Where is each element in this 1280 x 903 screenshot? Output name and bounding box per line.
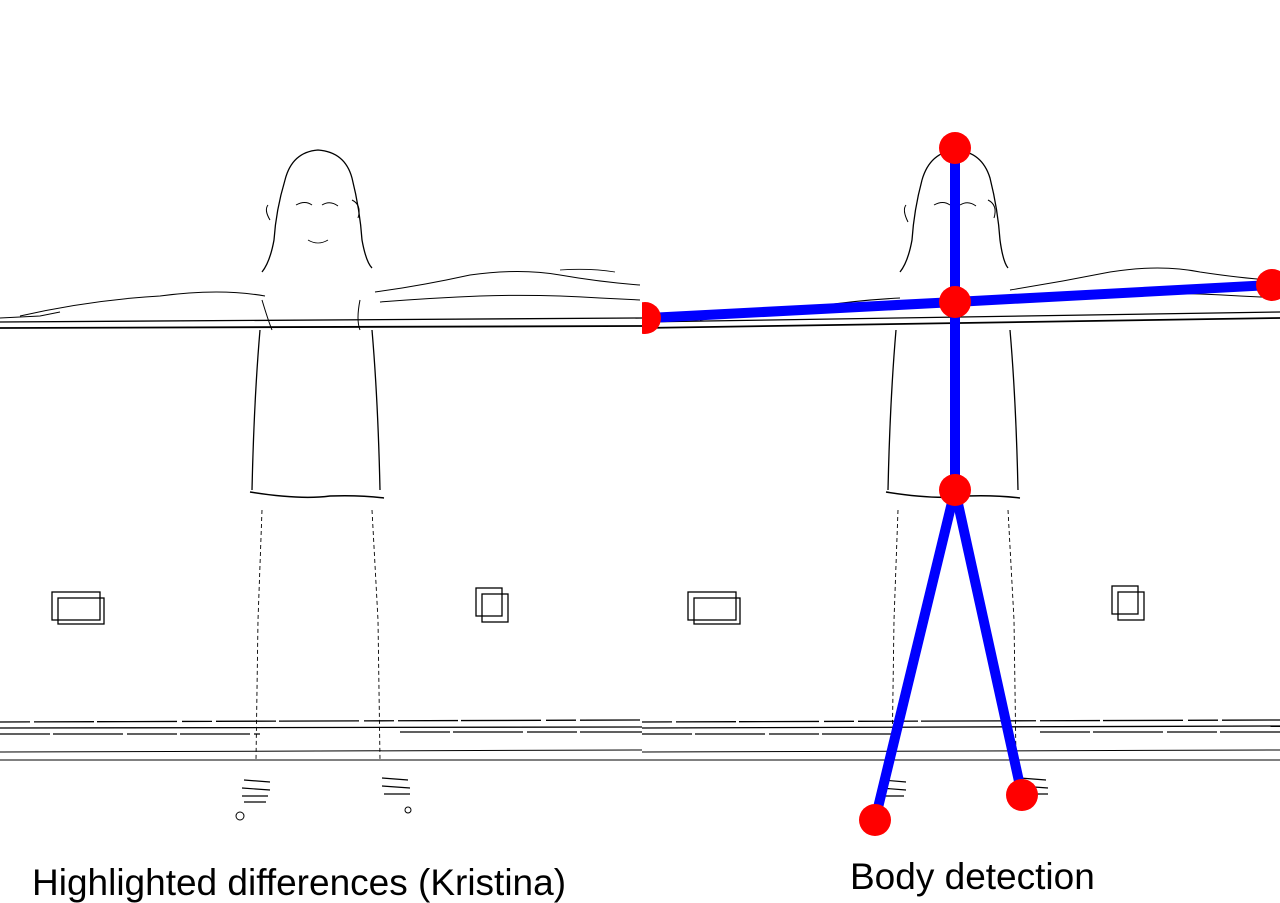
right-edge-panel (642, 150, 1280, 796)
bone-hip-right-foot (955, 490, 1022, 795)
joint-head (939, 132, 971, 164)
bone-hip-left-foot (875, 490, 955, 820)
rail-lines (0, 312, 642, 760)
joint-left-foot (859, 804, 891, 836)
legs-outline (256, 510, 380, 760)
right-panel-caption: Body detection (850, 858, 1095, 895)
skeleton-overlay (629, 132, 1280, 836)
joint-hip (939, 474, 971, 506)
torso-outline (250, 300, 384, 498)
head-outline (262, 150, 372, 272)
bone-neck-left-hand (648, 302, 955, 318)
joint-right-foot (1006, 779, 1038, 811)
feet-outline (236, 778, 411, 820)
joint-neck (939, 286, 971, 318)
joint-right-hand (1256, 269, 1280, 301)
left-edge-panel (0, 150, 642, 820)
wall-sockets (688, 586, 1144, 624)
legs-outline (892, 510, 1016, 760)
wall-sockets (52, 588, 508, 624)
left-panel-caption: Highlighted differences (Kristina) (32, 864, 566, 901)
bone-neck-right-hand (955, 285, 1272, 302)
arm-outline (20, 269, 640, 316)
